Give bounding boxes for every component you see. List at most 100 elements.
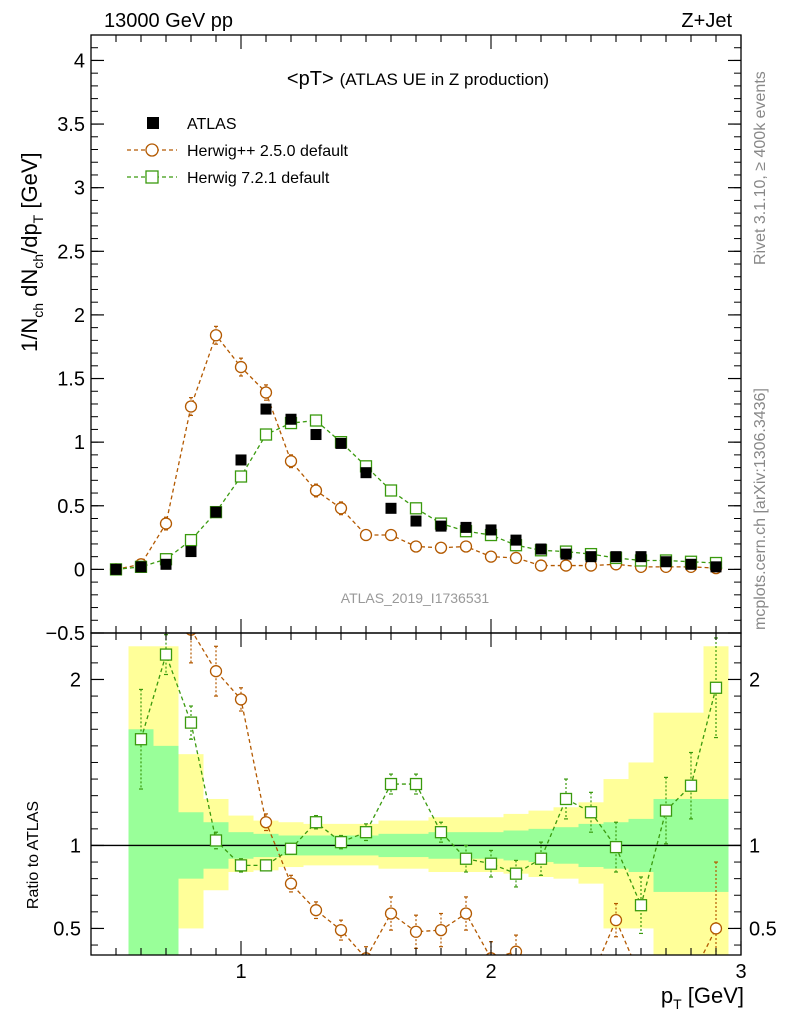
main-ytick-label: 0.5 bbox=[57, 496, 85, 518]
herwig72-ratio-point bbox=[484, 857, 498, 870]
herwig25-main-point bbox=[209, 329, 223, 342]
herwig72-ratio-point bbox=[384, 777, 398, 791]
header-left: 13000 GeV pp bbox=[104, 10, 233, 32]
legend-marker-herwig72 bbox=[145, 170, 159, 184]
atlas-data-point bbox=[135, 561, 147, 573]
band-inner-bin bbox=[128, 729, 154, 955]
herwig25-main-point bbox=[384, 528, 398, 542]
atlas-data-point bbox=[110, 563, 122, 575]
atlas-data-point bbox=[585, 551, 597, 563]
herwig72-ratio-point bbox=[134, 733, 148, 746]
herwig25-ratio-point bbox=[234, 693, 248, 706]
atlas-data-point bbox=[285, 413, 297, 425]
herwig25-main-point bbox=[409, 540, 423, 553]
herwig72-main-point bbox=[184, 533, 198, 547]
herwig25-ratio-point bbox=[284, 877, 298, 890]
herwig72-ratio-point bbox=[184, 716, 198, 729]
herwig25-ratio-line bbox=[192, 633, 717, 955]
herwig72-main-point bbox=[409, 502, 423, 515]
herwig25-ratio-point bbox=[136, 525, 147, 536]
herwig72-main-point bbox=[309, 414, 323, 427]
main-ytick-label: 2.5 bbox=[57, 241, 85, 263]
herwig72-ratio-point bbox=[159, 648, 173, 661]
herwig25-ratio-point bbox=[259, 816, 273, 829]
atlas-data-point bbox=[160, 558, 172, 570]
herwig72-ratio-point bbox=[684, 779, 698, 792]
herwig72-main-point bbox=[234, 470, 248, 483]
herwig25-ratio-point bbox=[709, 922, 723, 935]
herwig25-ratio-point bbox=[209, 665, 223, 678]
ratio-uncertainty-bands bbox=[128, 646, 729, 955]
axes-ticks: −0.500.511.522.533.541 2 30.5 0.51 12 2 bbox=[46, 34, 777, 983]
xtick-label: 2 bbox=[485, 961, 496, 983]
herwig25-ratio-point bbox=[459, 907, 473, 920]
main-ytick-label: 1.5 bbox=[57, 369, 85, 391]
herwig25-ratio-point bbox=[636, 973, 647, 984]
herwig25-main-point bbox=[234, 360, 248, 374]
herwig25-ratio-point bbox=[434, 923, 448, 937]
herwig25-main-point bbox=[184, 400, 198, 413]
herwig25-main-point bbox=[534, 559, 548, 572]
herwig72-ratio-point bbox=[559, 792, 573, 806]
herwig25-main-point bbox=[509, 551, 523, 565]
herwig72-ratio-point bbox=[284, 842, 298, 855]
herwig72-ratio-point bbox=[584, 806, 598, 819]
herwig25-ratio-point bbox=[586, 973, 597, 984]
main-ytick-label: −0.5 bbox=[46, 623, 85, 645]
main-series bbox=[109, 325, 723, 576]
herwig72-ratio-point bbox=[234, 859, 248, 872]
herwig72-main-point bbox=[384, 484, 398, 497]
main-ytick-label: 3 bbox=[74, 178, 85, 200]
herwig72-ratio-point bbox=[534, 852, 548, 865]
ratio-ytick-label-right: 1 bbox=[749, 835, 760, 857]
herwig25-ratio-point bbox=[384, 907, 398, 920]
herwig25-main-point bbox=[284, 455, 298, 468]
herwig72-ratio-point bbox=[509, 867, 523, 880]
legend: ATLAS Herwig++ 2.5.0 default Herwig 7.2.… bbox=[127, 116, 349, 187]
atlas-data-point bbox=[385, 502, 397, 514]
atlas-data-point bbox=[485, 524, 497, 536]
xtick-label: 3 bbox=[735, 961, 746, 983]
mcplots-label: mcplots.cern.ch [arXiv:1306.3436] bbox=[752, 388, 769, 630]
herwig25-main-point bbox=[334, 502, 348, 515]
ratio-ytick-label-right: 2 bbox=[749, 669, 760, 691]
atlas-data-point bbox=[560, 548, 572, 560]
herwig25-main-point bbox=[459, 540, 473, 553]
herwig25-ratio-point bbox=[409, 925, 423, 938]
ratio-plot-frame bbox=[90, 632, 742, 956]
herwig72-ratio-point bbox=[359, 826, 373, 839]
main-ytick-label: 2 bbox=[74, 305, 85, 327]
herwig25-main-line bbox=[115, 333, 717, 571]
ratio-ylabel: Ratio to ATLAS bbox=[25, 801, 42, 909]
herwig72-ratio-point bbox=[209, 834, 223, 847]
x-axis-label: pT [GeV] bbox=[661, 983, 744, 1012]
atlas-data-point bbox=[435, 520, 447, 532]
herwig72-main-point bbox=[259, 428, 273, 441]
legend-label-herwig72: Herwig 7.2.1 default bbox=[187, 170, 330, 187]
herwig72-ratio-point bbox=[409, 777, 423, 791]
herwig25-ratio-point bbox=[309, 904, 323, 917]
atlas-data-point bbox=[185, 546, 197, 558]
herwig72-ratio-point bbox=[334, 835, 348, 849]
atlas-data-point bbox=[210, 506, 222, 518]
main-ytick-label: 4 bbox=[74, 50, 85, 72]
herwig25-main-point bbox=[309, 484, 323, 497]
main-ytick-label: 0 bbox=[74, 559, 85, 581]
atlas-data-point bbox=[235, 454, 247, 466]
herwig25-main-point bbox=[559, 559, 573, 572]
legend-marker-herwig25 bbox=[145, 143, 159, 157]
atlas-data-point bbox=[360, 467, 372, 479]
rivet-label: Rivet 3.1.10, ≥ 400k events bbox=[752, 71, 769, 265]
herwig25-main-point bbox=[159, 517, 173, 530]
atlas-data-point bbox=[660, 556, 672, 568]
atlas-data-point bbox=[510, 534, 522, 546]
main-ylabel: 1/Nch dNch/dpT [GeV] bbox=[17, 152, 46, 352]
atlas-data-point bbox=[260, 403, 272, 415]
atlas-data-point bbox=[685, 558, 697, 570]
herwig25-main-point bbox=[259, 386, 273, 399]
herwig25-main-point bbox=[484, 550, 498, 563]
ratio-ytick-label: 2 bbox=[70, 669, 81, 691]
herwig25-main-point bbox=[434, 541, 448, 554]
ratio-ytick-label: 1 bbox=[70, 835, 81, 857]
